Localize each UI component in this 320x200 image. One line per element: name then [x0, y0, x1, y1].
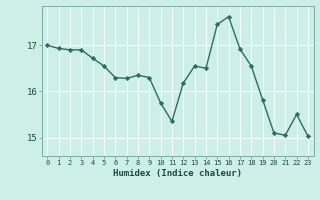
X-axis label: Humidex (Indice chaleur): Humidex (Indice chaleur): [113, 169, 242, 178]
